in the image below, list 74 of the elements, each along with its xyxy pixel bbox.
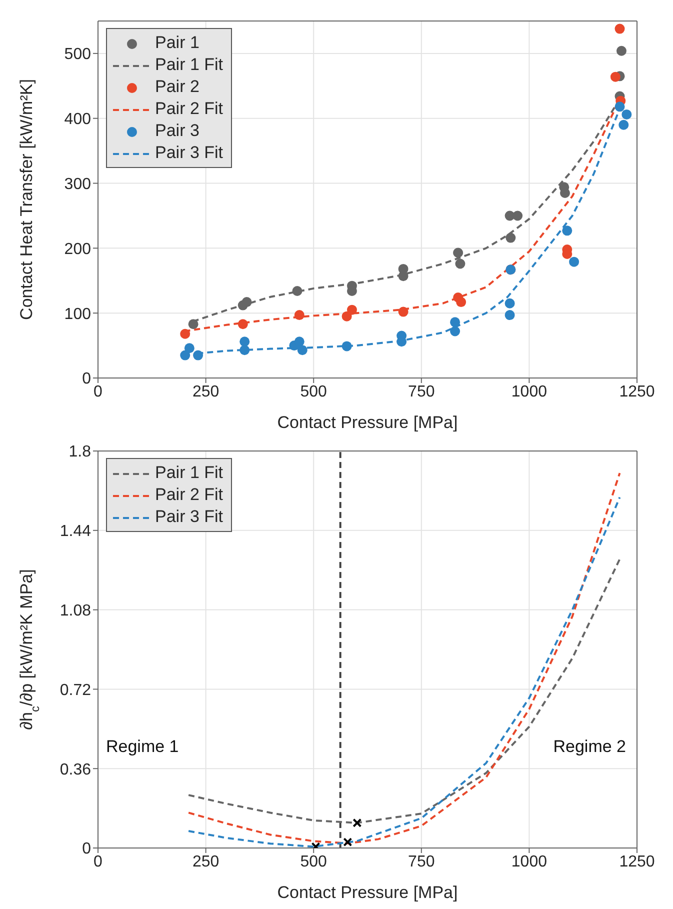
x-tick-label: 1000	[511, 853, 548, 870]
point	[569, 256, 580, 267]
point	[562, 226, 572, 236]
point	[346, 304, 357, 315]
y-tick-label: 400	[64, 111, 92, 128]
point	[610, 72, 620, 82]
point	[506, 232, 516, 243]
legend-label: Pair 2	[154, 76, 200, 98]
legend-label: Pair 2 Fit	[154, 98, 224, 120]
annotation: Regime 1	[106, 736, 179, 757]
x-tick-label: 250	[192, 383, 220, 400]
point	[450, 326, 460, 336]
legend-label: Pair 1 Fit	[154, 462, 224, 484]
y-tick-label: 1.8	[68, 444, 92, 461]
y-tick-label: 500	[64, 46, 92, 64]
point	[512, 210, 523, 221]
point	[455, 258, 466, 269]
y-axis-title: Contact Heat Transfer [kW/m²K]	[17, 79, 36, 320]
point	[398, 271, 408, 282]
point	[240, 336, 250, 347]
point	[242, 297, 252, 308]
point	[614, 102, 625, 112]
legend-label: Pair 1 Fit	[154, 54, 224, 76]
point	[292, 286, 302, 296]
legend-label: Pair 2 Fit	[154, 484, 224, 506]
point	[614, 24, 625, 34]
x-axis-title: Contact Pressure [MPa]	[277, 413, 458, 432]
point	[456, 297, 466, 308]
point	[180, 350, 190, 360]
x-tick-label: 750	[408, 853, 435, 870]
point	[188, 319, 198, 330]
point	[560, 188, 570, 198]
point	[297, 345, 308, 356]
x-tick-label: 1250	[619, 383, 655, 400]
x-tick-label: 0	[94, 853, 103, 870]
x-tick-label: 500	[300, 853, 328, 870]
point	[504, 310, 515, 320]
annotation: Regime 2	[553, 736, 626, 757]
point	[398, 306, 408, 317]
y-tick-label: 0.36	[60, 761, 92, 778]
y-tick-label: 300	[64, 176, 92, 193]
x-tick-label: 750	[408, 383, 435, 400]
point	[180, 328, 190, 339]
legend-label: Pair 3 Fit	[154, 506, 224, 528]
x-tick-label: 1250	[619, 853, 655, 870]
point	[616, 46, 626, 56]
y-tick-label: 0	[82, 370, 92, 388]
y-tick-label: 1.44	[60, 523, 92, 540]
point	[238, 319, 248, 330]
point	[342, 341, 352, 352]
x-tick-label: 0	[94, 383, 103, 400]
point	[450, 317, 460, 328]
point	[504, 298, 515, 308]
y-tick-label: 0	[82, 840, 92, 858]
y-tick-label: 1.08	[60, 602, 92, 620]
x-tick-label: 1000	[511, 383, 548, 400]
point	[193, 350, 204, 360]
point	[184, 343, 194, 354]
point	[240, 345, 250, 356]
legend-label: Pair 3	[154, 120, 200, 142]
point	[342, 311, 352, 322]
point	[453, 248, 464, 258]
point	[294, 310, 304, 320]
point	[622, 109, 632, 120]
y-tick-label: 0.72	[60, 682, 92, 699]
y-tick-label: 200	[64, 240, 92, 258]
point	[618, 120, 629, 130]
x-axis-title: Contact Pressure [MPa]	[277, 883, 458, 902]
y-tick-label: 100	[64, 306, 92, 323]
legend-label: Pair 1	[154, 32, 200, 54]
point	[294, 336, 304, 347]
x-tick-label: 500	[300, 383, 328, 400]
x-tick-label: 250	[192, 853, 220, 870]
legend-label: Pair 3 Fit	[154, 142, 224, 164]
